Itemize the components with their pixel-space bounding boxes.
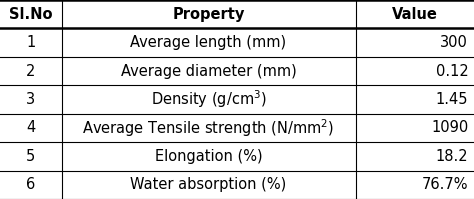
Text: Average diameter (mm): Average diameter (mm): [121, 63, 296, 79]
Text: 4: 4: [26, 120, 36, 136]
Text: 76.7%: 76.7%: [422, 177, 468, 192]
Text: 5: 5: [26, 149, 36, 164]
Text: 1: 1: [26, 35, 36, 50]
Text: Value: Value: [392, 7, 438, 22]
Text: 3: 3: [26, 92, 36, 107]
Text: 18.2: 18.2: [436, 149, 468, 164]
Text: 6: 6: [26, 177, 36, 192]
Text: Elongation (%): Elongation (%): [155, 149, 263, 164]
Text: Sl.No: Sl.No: [9, 7, 53, 22]
Text: 2: 2: [26, 63, 36, 79]
Text: 1090: 1090: [431, 120, 468, 136]
Text: Density (g/cm$^{3}$): Density (g/cm$^{3}$): [151, 89, 266, 110]
Text: Water absorption (%): Water absorption (%): [130, 177, 287, 192]
Text: 1.45: 1.45: [436, 92, 468, 107]
Text: Property: Property: [173, 7, 245, 22]
Text: Average Tensile strength (N/mm$^{2}$): Average Tensile strength (N/mm$^{2}$): [82, 117, 335, 139]
Text: Average length (mm): Average length (mm): [130, 35, 287, 50]
Text: 300: 300: [440, 35, 468, 50]
Text: 0.12: 0.12: [436, 63, 468, 79]
